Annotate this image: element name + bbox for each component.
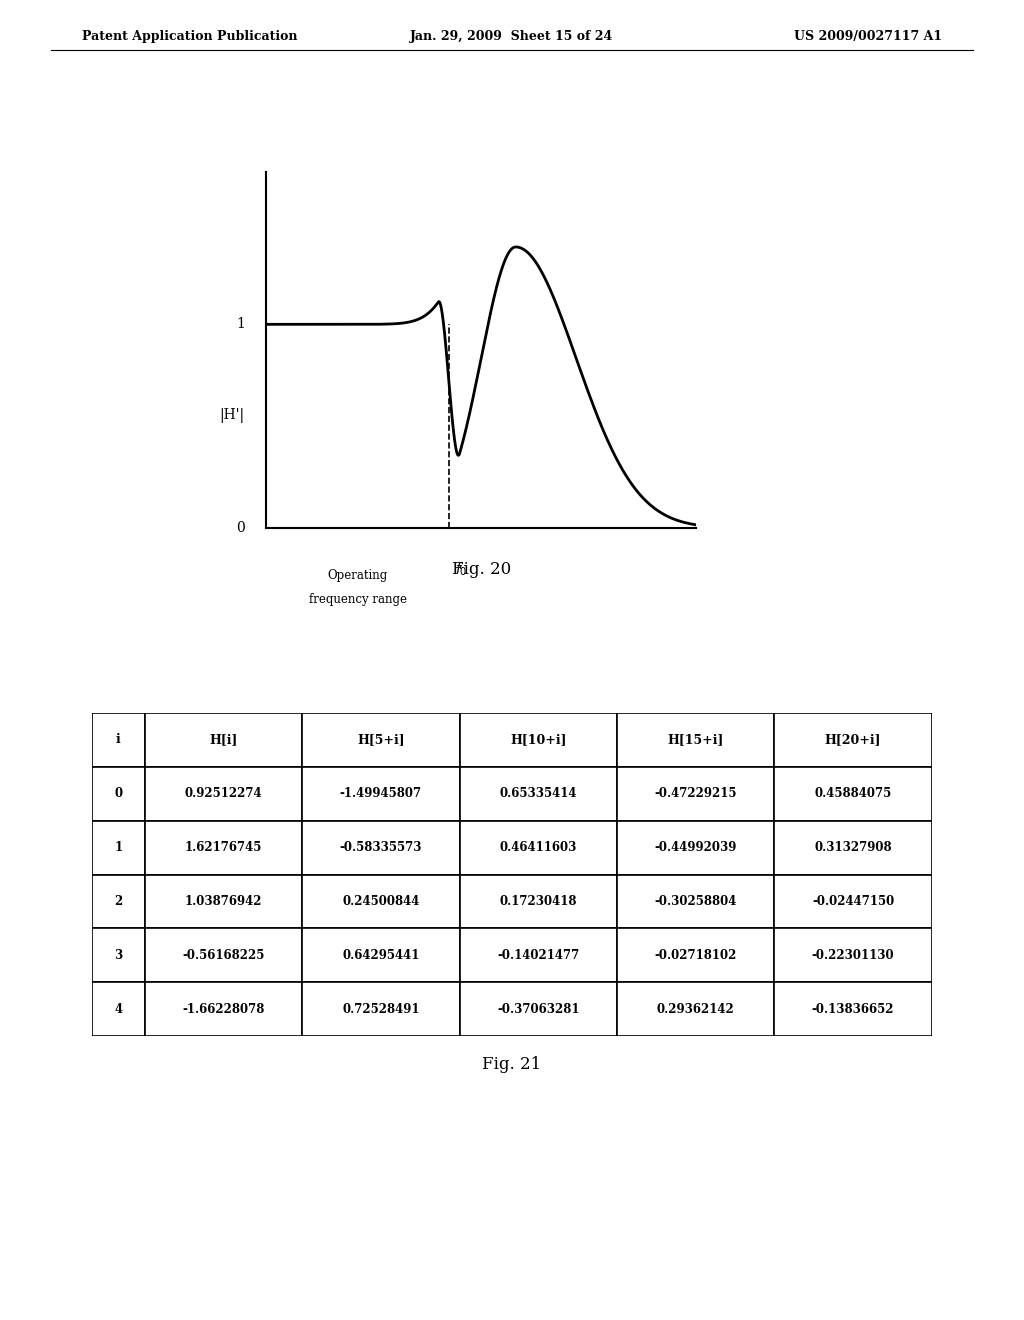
Bar bbox=[92, 982, 144, 1036]
Bar bbox=[774, 874, 932, 928]
Text: Patent Application Publication: Patent Application Publication bbox=[82, 30, 297, 44]
Bar bbox=[616, 767, 774, 821]
Text: 1: 1 bbox=[115, 841, 123, 854]
Bar bbox=[460, 982, 616, 1036]
Text: $f_0$: $f_0$ bbox=[456, 561, 468, 578]
Text: -0.02718102: -0.02718102 bbox=[654, 949, 737, 962]
Text: -1.49945807: -1.49945807 bbox=[340, 787, 422, 800]
Text: 0.17230418: 0.17230418 bbox=[500, 895, 577, 908]
Text: 0.65335414: 0.65335414 bbox=[500, 787, 577, 800]
Text: -0.58335573: -0.58335573 bbox=[340, 841, 422, 854]
Text: -0.44992039: -0.44992039 bbox=[654, 841, 737, 854]
Bar bbox=[144, 874, 302, 928]
Text: Jan. 29, 2009  Sheet 15 of 24: Jan. 29, 2009 Sheet 15 of 24 bbox=[411, 30, 613, 44]
Text: 2: 2 bbox=[115, 895, 123, 908]
Text: 0.46411603: 0.46411603 bbox=[500, 841, 577, 854]
Bar bbox=[460, 928, 616, 982]
Text: H[i]: H[i] bbox=[209, 733, 238, 746]
Bar bbox=[302, 767, 460, 821]
Text: i: i bbox=[116, 733, 121, 746]
Bar bbox=[144, 928, 302, 982]
Text: Fig. 21: Fig. 21 bbox=[482, 1056, 542, 1073]
Bar bbox=[92, 821, 144, 874]
Text: 0: 0 bbox=[115, 787, 123, 800]
Bar bbox=[302, 713, 460, 767]
Text: 3: 3 bbox=[115, 949, 123, 962]
Text: 0.29362142: 0.29362142 bbox=[656, 1003, 734, 1016]
Bar bbox=[92, 928, 144, 982]
Text: H[20+i]: H[20+i] bbox=[825, 733, 882, 746]
Bar bbox=[302, 874, 460, 928]
Bar bbox=[774, 821, 932, 874]
Bar bbox=[460, 767, 616, 821]
Text: Fig. 20: Fig. 20 bbox=[452, 561, 511, 578]
Bar bbox=[460, 874, 616, 928]
Bar bbox=[302, 982, 460, 1036]
Text: -0.56168225: -0.56168225 bbox=[182, 949, 264, 962]
Text: US 2009/0027117 A1: US 2009/0027117 A1 bbox=[794, 30, 942, 44]
Bar bbox=[302, 821, 460, 874]
Text: Operating: Operating bbox=[328, 569, 388, 582]
Text: -0.22301130: -0.22301130 bbox=[812, 949, 894, 962]
Text: 0.45884075: 0.45884075 bbox=[814, 787, 892, 800]
Text: H[15+i]: H[15+i] bbox=[668, 733, 724, 746]
Bar bbox=[774, 713, 932, 767]
Bar bbox=[144, 713, 302, 767]
Text: 1.62176745: 1.62176745 bbox=[184, 841, 262, 854]
Text: 0: 0 bbox=[236, 521, 245, 535]
Bar bbox=[774, 928, 932, 982]
Bar bbox=[616, 928, 774, 982]
Bar bbox=[460, 713, 616, 767]
Text: 0.31327908: 0.31327908 bbox=[814, 841, 892, 854]
Text: H[5+i]: H[5+i] bbox=[357, 733, 404, 746]
Text: -0.47229215: -0.47229215 bbox=[654, 787, 737, 800]
Bar bbox=[774, 767, 932, 821]
Bar bbox=[774, 982, 932, 1036]
Text: 0.64295441: 0.64295441 bbox=[342, 949, 420, 962]
Text: 0.72528491: 0.72528491 bbox=[342, 1003, 420, 1016]
Text: -0.02447150: -0.02447150 bbox=[812, 895, 894, 908]
Bar bbox=[616, 713, 774, 767]
Text: 4: 4 bbox=[115, 1003, 123, 1016]
Bar bbox=[92, 874, 144, 928]
Text: -0.13836652: -0.13836652 bbox=[812, 1003, 894, 1016]
Bar bbox=[616, 821, 774, 874]
Bar bbox=[144, 767, 302, 821]
Text: -0.37063281: -0.37063281 bbox=[497, 1003, 580, 1016]
Text: 1: 1 bbox=[236, 317, 245, 331]
Text: -0.14021477: -0.14021477 bbox=[497, 949, 580, 962]
Bar bbox=[616, 874, 774, 928]
Bar bbox=[144, 982, 302, 1036]
Bar bbox=[302, 928, 460, 982]
Text: 1.03876942: 1.03876942 bbox=[184, 895, 262, 908]
Text: 0.92512274: 0.92512274 bbox=[184, 787, 262, 800]
Bar bbox=[460, 821, 616, 874]
Text: frequency range: frequency range bbox=[308, 593, 407, 606]
Bar bbox=[616, 982, 774, 1036]
Bar bbox=[92, 713, 144, 767]
Text: 0.24500844: 0.24500844 bbox=[342, 895, 420, 908]
Bar bbox=[144, 821, 302, 874]
Text: -1.66228078: -1.66228078 bbox=[182, 1003, 264, 1016]
Text: |H'|: |H'| bbox=[219, 408, 245, 424]
Bar bbox=[92, 767, 144, 821]
Text: -0.30258804: -0.30258804 bbox=[654, 895, 737, 908]
Text: H[10+i]: H[10+i] bbox=[510, 733, 566, 746]
